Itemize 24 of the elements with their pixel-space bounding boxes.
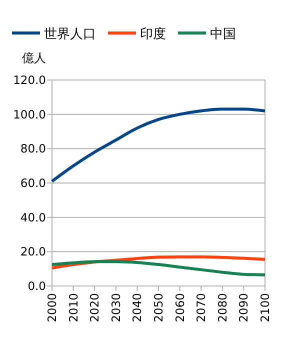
x-tick-label: 2020 — [88, 293, 102, 322]
x-tick-label: 2010 — [66, 293, 80, 322]
y-tick-label: 20.0 — [20, 244, 46, 259]
x-tick-label: 2080 — [215, 293, 230, 322]
y-tick-label: 60.0 — [20, 176, 46, 190]
line-series — [50, 260, 266, 276]
x-tick-label: 2060 — [172, 293, 187, 322]
x-tick-label: 2070 — [194, 293, 208, 322]
line-series — [50, 108, 266, 183]
y-axis-title: 億人 — [22, 51, 46, 65]
legend-label: 世界人口 — [44, 27, 96, 42]
x-tick-label: 2030 — [108, 293, 123, 322]
legend-label: 印度 — [140, 26, 166, 42]
x-tick-label: 2050 — [152, 293, 166, 322]
y-tick-label: 80.0 — [20, 142, 46, 156]
x-tick-label: 2000 — [45, 293, 60, 322]
x-tick-label: 2100 — [258, 293, 272, 322]
y-tick-label: 40.0 — [20, 210, 46, 224]
legend-label: 中国 — [210, 27, 236, 42]
x-tick-label: 2090 — [236, 293, 251, 322]
y-tick-label: 120.0 — [13, 73, 46, 88]
y-tick-label: 100.0 — [13, 107, 46, 122]
y-tick-label: 0.0 — [28, 279, 46, 294]
x-tick-label: 2040 — [130, 293, 144, 322]
